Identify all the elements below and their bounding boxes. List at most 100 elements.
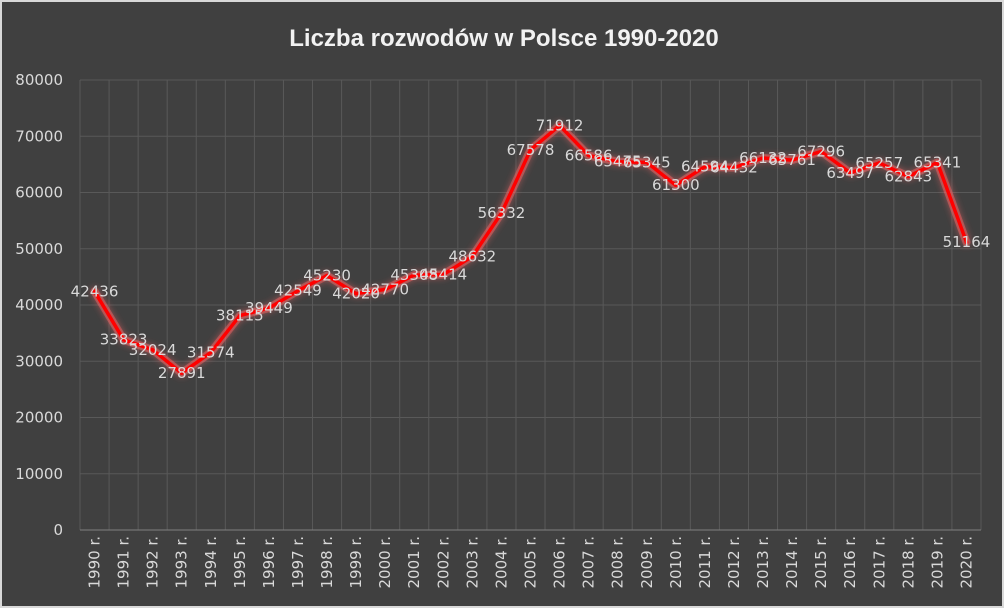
data-label: 65257 — [855, 154, 903, 172]
data-point — [208, 350, 213, 355]
data-point — [644, 160, 649, 165]
data-label: 65475 — [594, 153, 642, 171]
data-label: 56332 — [478, 204, 526, 222]
x-tick-label: 1994 r. — [202, 536, 220, 589]
y-tick-label: 30000 — [15, 352, 63, 370]
data-label: 38115 — [216, 307, 264, 325]
x-tick-label: 1992 r. — [144, 536, 162, 589]
data-label: 66586 — [565, 146, 613, 164]
x-tick-label: 2019 r. — [928, 536, 946, 589]
data-point — [877, 161, 882, 165]
data-point — [964, 240, 969, 245]
x-tick-label: 2017 r. — [870, 536, 888, 589]
y-tick-label: 60000 — [15, 184, 63, 202]
y-tick-label: 40000 — [15, 296, 63, 314]
data-label: 31574 — [187, 343, 235, 361]
data-point — [325, 273, 329, 278]
y-tick-label: 0 — [53, 521, 63, 539]
data-point — [383, 287, 387, 292]
x-tick-label: 2018 r. — [899, 536, 917, 589]
data-point — [935, 160, 940, 165]
gridlines — [79, 79, 982, 531]
x-tick-label: 2013 r. — [754, 536, 772, 589]
x-tick-label: 2006 r. — [551, 536, 569, 589]
y-tick-label: 50000 — [15, 240, 63, 258]
data-point — [296, 288, 300, 293]
data-label: 42020 — [332, 285, 380, 303]
data-label: 39449 — [245, 299, 293, 317]
data-label: 71912 — [536, 116, 584, 134]
x-tick-label: 2009 r. — [638, 536, 656, 589]
data-label: 65761 — [768, 151, 816, 169]
x-tick-label: 2002 r. — [434, 536, 452, 589]
data-label: 42770 — [361, 280, 409, 298]
data-label: 42549 — [274, 282, 322, 300]
x-tick-label: 1993 r. — [173, 536, 191, 589]
data-point — [906, 174, 911, 179]
data-point — [674, 183, 678, 187]
x-tick-label: 2005 r. — [522, 536, 540, 589]
data-point — [615, 159, 620, 164]
x-tick-label: 2010 r. — [667, 536, 685, 589]
data-label: 42436 — [71, 282, 119, 300]
data-label: 67296 — [797, 142, 845, 160]
data-point — [470, 254, 475, 259]
data-point — [586, 153, 591, 158]
data-point — [557, 123, 562, 128]
x-tick-label: 2000 r. — [376, 536, 394, 589]
data-label: 64594 — [681, 158, 729, 176]
data-label: 67578 — [507, 141, 555, 159]
data-label: 27891 — [158, 364, 206, 382]
y-tick-label: 80000 — [15, 71, 63, 89]
x-axis-ticks: 1990 r. 1991 r. 1992 r. 1993 r. 1994 r. 1995 … — [86, 536, 976, 589]
y-tick-label: 10000 — [15, 465, 63, 483]
y-tick-label: 70000 — [15, 127, 63, 145]
data-point — [121, 337, 126, 342]
x-tick-label: 1998 r. — [318, 536, 336, 589]
data-label: 45414 — [419, 266, 467, 284]
data-label: 63497 — [826, 164, 874, 182]
x-tick-label: 2011 r. — [696, 536, 714, 589]
data-point — [441, 272, 446, 277]
data-point — [499, 211, 504, 215]
data-point — [179, 371, 184, 375]
data-label: 65341 — [914, 153, 962, 171]
data-label: 51164 — [943, 233, 991, 251]
x-tick-label: 1999 r. — [347, 536, 365, 589]
x-tick-label: 2015 r. — [812, 536, 830, 589]
x-tick-label: 2020 r. — [957, 536, 975, 589]
data-point — [267, 306, 271, 310]
x-tick-label: 2003 r. — [463, 536, 481, 589]
data-point — [412, 273, 417, 277]
y-tick-label: 20000 — [15, 409, 63, 427]
data-label: 64432 — [710, 159, 758, 177]
x-tick-label: 2012 r. — [725, 536, 743, 589]
data-point — [92, 289, 97, 294]
data-label: 32024 — [129, 341, 177, 359]
data-label: 45308 — [390, 266, 438, 284]
data-label: 61300 — [652, 176, 700, 194]
y-axis-ticks: 0 10000 20000 30000 40000 50000 60000 70000 8000… — [15, 71, 63, 539]
x-tick-label: 2014 r. — [783, 536, 801, 589]
data-label: 66132 — [739, 149, 787, 167]
data-point — [819, 149, 823, 154]
x-tick-label: 1990 r. — [86, 536, 104, 589]
x-tick-label: 1996 r. — [260, 536, 278, 589]
chart-title: Liczba rozwodów w Polsce 1990-2020 — [289, 25, 719, 52]
x-tick-label: 2007 r. — [580, 536, 598, 589]
data-point — [238, 313, 242, 318]
x-tick-label: 2008 r. — [609, 536, 627, 589]
x-tick-label: 2016 r. — [841, 536, 859, 589]
data-point — [354, 291, 358, 296]
x-tick-label: 1991 r. — [115, 536, 133, 589]
x-tick-label: 2001 r. — [405, 536, 423, 589]
data-label: 33823 — [100, 331, 148, 349]
data-point — [848, 171, 853, 175]
data-point — [528, 148, 533, 152]
data-label: 65345 — [623, 153, 671, 171]
x-tick-label: 1997 r. — [289, 536, 307, 589]
data-label: 62843 — [884, 168, 932, 186]
data-label: 45230 — [303, 267, 351, 285]
data-point — [790, 158, 794, 162]
